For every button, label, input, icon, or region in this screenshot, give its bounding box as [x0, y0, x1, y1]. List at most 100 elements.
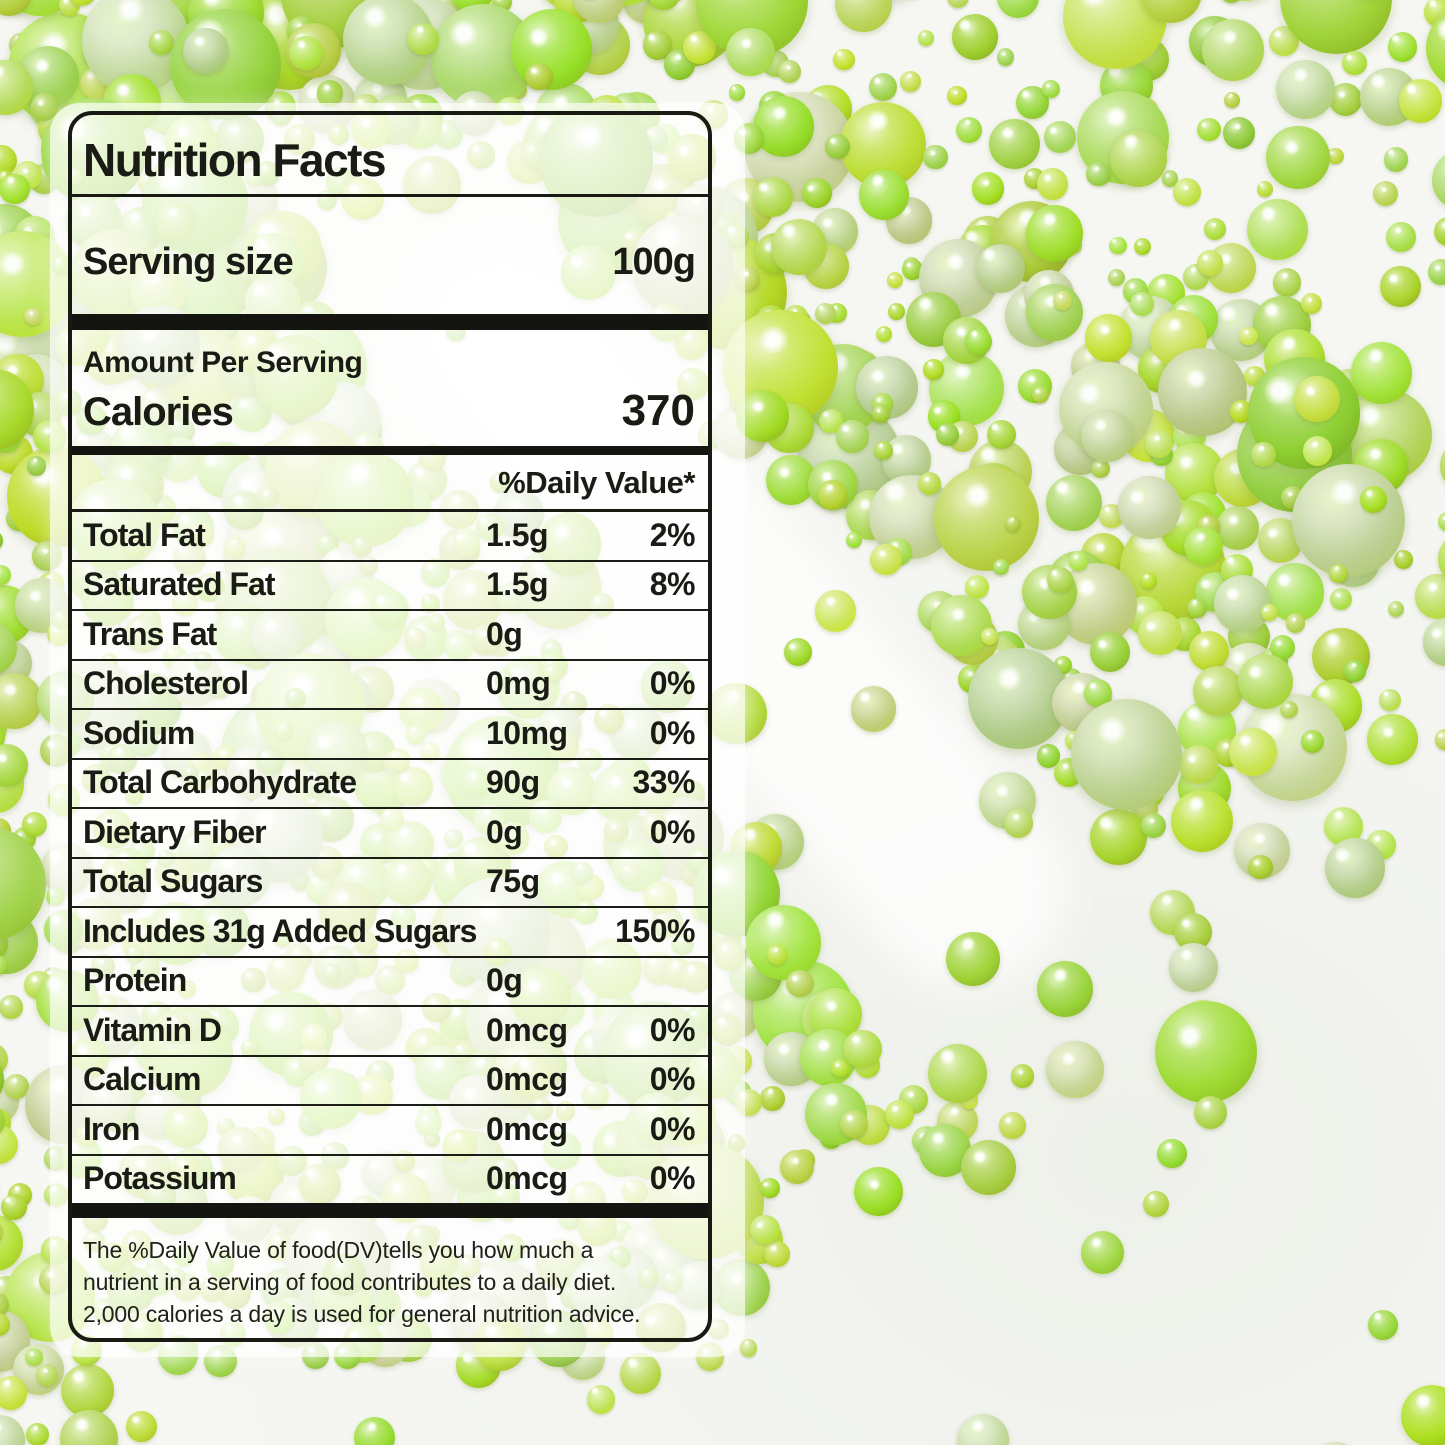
nutrient-name: Saturated Fat	[83, 566, 275, 603]
serving-size-value: 100g	[612, 241, 696, 283]
pearl	[1257, 180, 1274, 197]
pearl	[947, 86, 967, 106]
pearl	[1330, 587, 1353, 610]
pearl	[783, 638, 812, 667]
pearl	[1372, 180, 1398, 206]
pearl	[845, 531, 862, 549]
pearl	[739, 1339, 758, 1357]
pearl	[61, 1363, 114, 1417]
pearl	[1266, 125, 1331, 190]
nutrient-name: Total Carbohydrate	[83, 764, 357, 801]
pearl	[0, 173, 30, 205]
pearl	[1379, 266, 1421, 308]
pearl	[981, 628, 998, 645]
pearl	[931, 595, 992, 656]
pearl	[1169, 942, 1219, 992]
divider-thick	[72, 1203, 708, 1218]
pearl	[1275, 59, 1335, 119]
pearl	[999, 1111, 1026, 1139]
nutrition-row: Iron 0mcg 0%	[72, 1106, 708, 1156]
pearl	[888, 302, 906, 320]
pearl	[871, 404, 891, 423]
pearl	[1435, 729, 1445, 750]
pearl	[971, 172, 1004, 205]
pearl	[936, 422, 960, 446]
pearl	[0, 564, 11, 585]
pearl	[766, 943, 788, 965]
pearl	[1044, 121, 1076, 154]
daily-value-footnote: The %Daily Value of food(DV)tells you ho…	[83, 1234, 700, 1330]
nutrient-name: Potassium	[83, 1160, 237, 1197]
nutrient-name: Iron	[83, 1110, 140, 1147]
pearl	[0, 1376, 27, 1410]
pearl	[1327, 147, 1344, 165]
pearl	[997, 0, 1039, 19]
nutrient-name: Total Fat	[83, 516, 206, 553]
pearl	[1202, 19, 1264, 81]
pearl	[917, 29, 935, 47]
nutrient-name: Calcium	[83, 1061, 201, 1098]
nutrient-amount: 75g	[486, 863, 540, 900]
calories-row: Calories 370	[83, 386, 695, 436]
pearl	[945, 932, 1000, 987]
pearl	[854, 1166, 904, 1216]
pearl	[780, 1149, 814, 1184]
pearl	[1118, 476, 1181, 540]
nutrition-rows: Total Fat 1.5g 2% Saturated Fat 1.5g 8% Trans …	[72, 512, 708, 1203]
daily-value-header: %Daily Value*	[498, 465, 695, 500]
nutrient-name: Trans Fat	[83, 615, 217, 652]
pearl	[736, 389, 789, 442]
pearl	[1247, 198, 1309, 260]
pearl	[1036, 744, 1061, 768]
pearl	[1308, 1441, 1363, 1445]
serving-size-label: Serving size	[83, 241, 294, 283]
pearl	[868, 73, 897, 102]
pearl	[68, 0, 97, 7]
pearl	[933, 466, 1040, 572]
pearl	[1193, 665, 1244, 716]
nutrition-row: Vitamin D 0mcg 0%	[72, 1007, 708, 1057]
pearl	[873, 440, 893, 460]
pearl	[833, 48, 855, 70]
pearl	[1081, 1230, 1125, 1274]
pearl	[1026, 205, 1083, 262]
pearl	[1081, 410, 1133, 462]
pearl	[1237, 654, 1293, 709]
nutrient-name: Cholesterol	[83, 665, 249, 702]
pearl	[1223, 92, 1240, 109]
pearl	[1108, 268, 1126, 286]
nutrition-facts-label: Nutrition Facts Serving size 100g Amount…	[50, 103, 745, 1357]
nutrient-amount: 0mcg	[486, 1061, 568, 1098]
pearl	[1109, 236, 1127, 254]
pearl	[1010, 1064, 1034, 1088]
pearl	[1161, 170, 1179, 187]
nutrient-daily-value: 0%	[649, 1011, 696, 1048]
nutrient-amount: 0mcg	[486, 1160, 568, 1197]
pearl	[746, 904, 822, 980]
pearl	[1197, 249, 1223, 276]
pearl	[0, 144, 17, 176]
pearl	[1250, 442, 1276, 468]
label-title: Nutrition Facts	[83, 134, 387, 186]
pearl	[1032, 386, 1050, 404]
pearl	[1207, 0, 1284, 1]
pearl	[1090, 458, 1111, 479]
pearl	[1134, 237, 1152, 255]
pearl	[0, 721, 5, 752]
pearl	[946, 0, 969, 8]
nutrient-amount: 1.5g	[486, 566, 549, 603]
nutrition-row: Calcium 0mcg 0%	[72, 1057, 708, 1106]
nutrition-row: Protein 0g	[72, 958, 708, 1007]
pearl	[1041, 79, 1061, 98]
pearl	[752, 95, 814, 157]
pearl	[1343, 660, 1366, 682]
pearl	[1138, 611, 1182, 655]
nutrient-name: Total Sugars	[83, 863, 263, 900]
pearl	[183, 28, 229, 75]
pearl	[354, 1416, 396, 1445]
pearl	[1187, 598, 1207, 618]
nutrient-name: Includes 31g Added Sugars	[83, 912, 477, 949]
nutrient-amount: 0g	[486, 962, 523, 999]
nutrition-row: Sodium 10mg 0%	[72, 710, 708, 760]
pearl	[1291, 463, 1405, 577]
